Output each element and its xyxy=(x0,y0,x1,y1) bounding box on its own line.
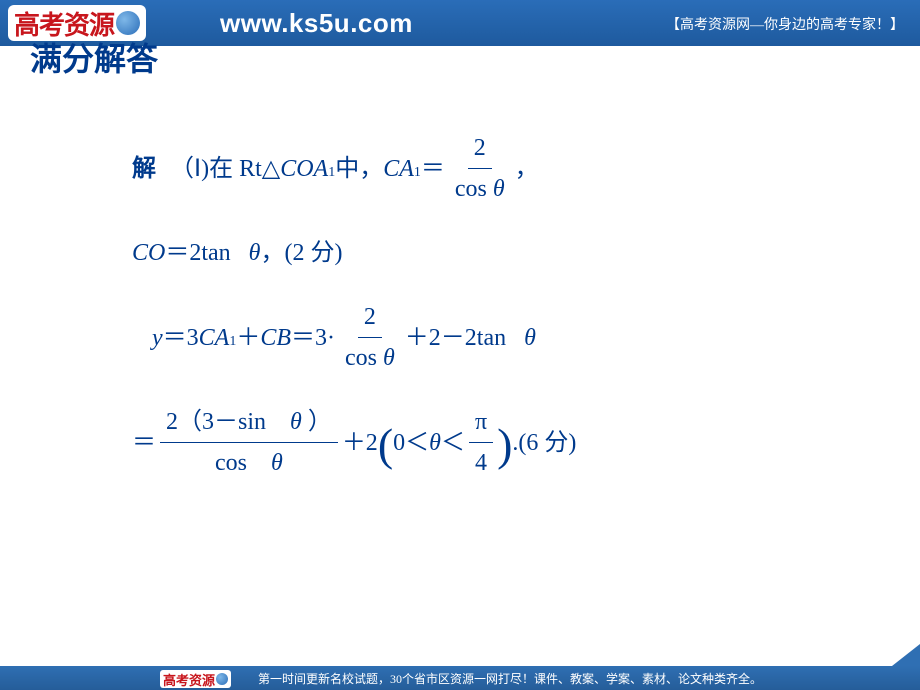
points: .(6 分) xyxy=(512,425,576,461)
solve-label: 解 xyxy=(132,151,156,187)
globe-icon xyxy=(216,673,228,685)
footer-text: 第一时间更新名校试题，30个省市区资源一网打尽！课件、教案、学案、素材、论文种类… xyxy=(258,670,762,687)
domain-url: www.ks5u.com xyxy=(220,8,413,39)
cos: cos xyxy=(345,345,383,371)
denominator: cos θ xyxy=(449,169,511,207)
plus: ＋ xyxy=(236,320,260,356)
corner-triangle-icon xyxy=(892,644,920,666)
subscript: 1 xyxy=(414,162,421,183)
var: CB xyxy=(260,320,291,356)
theta: θ xyxy=(524,320,536,356)
theta: θ xyxy=(271,450,283,476)
range-a: 0＜ xyxy=(393,425,429,461)
text: ＋2－2tan xyxy=(405,320,524,356)
theta: θ xyxy=(290,409,302,435)
fraction: 2 cos θ xyxy=(339,299,401,376)
theta: θ xyxy=(493,176,505,202)
num-a: 2（3－sin xyxy=(166,409,284,435)
var: COA xyxy=(280,151,328,187)
denominator: cos θ xyxy=(209,443,289,481)
theta: θ xyxy=(249,235,261,271)
text: ＝2tan xyxy=(165,235,248,271)
section-title: 满分解答 xyxy=(30,34,158,80)
math-line-2: CO ＝2tan θ ，(2 分) xyxy=(132,235,812,271)
comma: ， xyxy=(515,151,539,187)
numerator: 2 xyxy=(468,130,492,169)
math-line-1: 解 （Ⅰ)在 Rt△ COA 1 中， CA 1 ＝ 2 cos θ ， xyxy=(132,130,812,207)
globe-icon xyxy=(116,11,140,35)
cos: cos xyxy=(455,176,493,202)
math-line-3: y ＝3 CA 1 ＋ CB ＝3· 2 cos θ ＋2－2tan θ xyxy=(152,299,812,376)
math-line-4: ＝ 2（3－sin θ ） cos θ ＋2 ( 0＜ θ ＜ π 4 ) .(… xyxy=(132,404,812,481)
theta: θ xyxy=(429,425,441,461)
tagline: 【高考资源网—你身边的高考专家！】 xyxy=(666,14,904,34)
math-content: 解 （Ⅰ)在 Rt△ COA 1 中， CA 1 ＝ 2 cos θ ， CO … xyxy=(132,130,812,509)
plus2: ＋2 xyxy=(342,425,378,461)
eq: ＝3 xyxy=(163,320,199,356)
bottom-logo: 高考资源 xyxy=(160,670,231,688)
bottom-logo-text: 高考资源 xyxy=(163,670,215,689)
points: ，(2 分) xyxy=(260,235,342,271)
num-b: ） xyxy=(308,409,332,435)
eq: ＝ xyxy=(421,151,445,187)
denominator: 4 xyxy=(469,443,493,481)
fraction: π 4 xyxy=(469,404,493,481)
denominator: cos θ xyxy=(339,338,401,376)
var: CA xyxy=(199,320,230,356)
fraction: 2 cos θ xyxy=(449,130,511,207)
bottom-bar: 高考资源 第一时间更新名校试题，30个省市区资源一网打尽！课件、教案、学案、素材… xyxy=(0,666,920,690)
theta: θ xyxy=(383,345,395,371)
var: CO xyxy=(132,235,165,271)
lt: ＜ xyxy=(441,425,465,461)
numerator: 2 xyxy=(358,299,382,338)
text: （Ⅰ)在 Rt△ xyxy=(170,151,280,187)
numerator: π xyxy=(469,404,493,443)
subscript: 1 xyxy=(229,331,236,352)
subscript: 1 xyxy=(328,162,335,183)
var: CA xyxy=(383,151,414,187)
text: 中， xyxy=(335,151,383,187)
numerator: 2（3－sin θ ） xyxy=(160,404,338,443)
fraction: 2（3－sin θ ） cos θ xyxy=(160,404,338,481)
var-y: y xyxy=(152,320,163,356)
eq: ＝ xyxy=(132,425,156,461)
eq: ＝3· xyxy=(291,320,335,356)
cos: cos xyxy=(215,450,265,476)
